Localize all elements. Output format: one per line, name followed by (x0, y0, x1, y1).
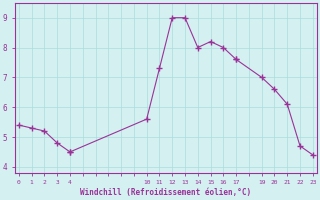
X-axis label: Windchill (Refroidissement éolien,°C): Windchill (Refroidissement éolien,°C) (80, 188, 252, 197)
